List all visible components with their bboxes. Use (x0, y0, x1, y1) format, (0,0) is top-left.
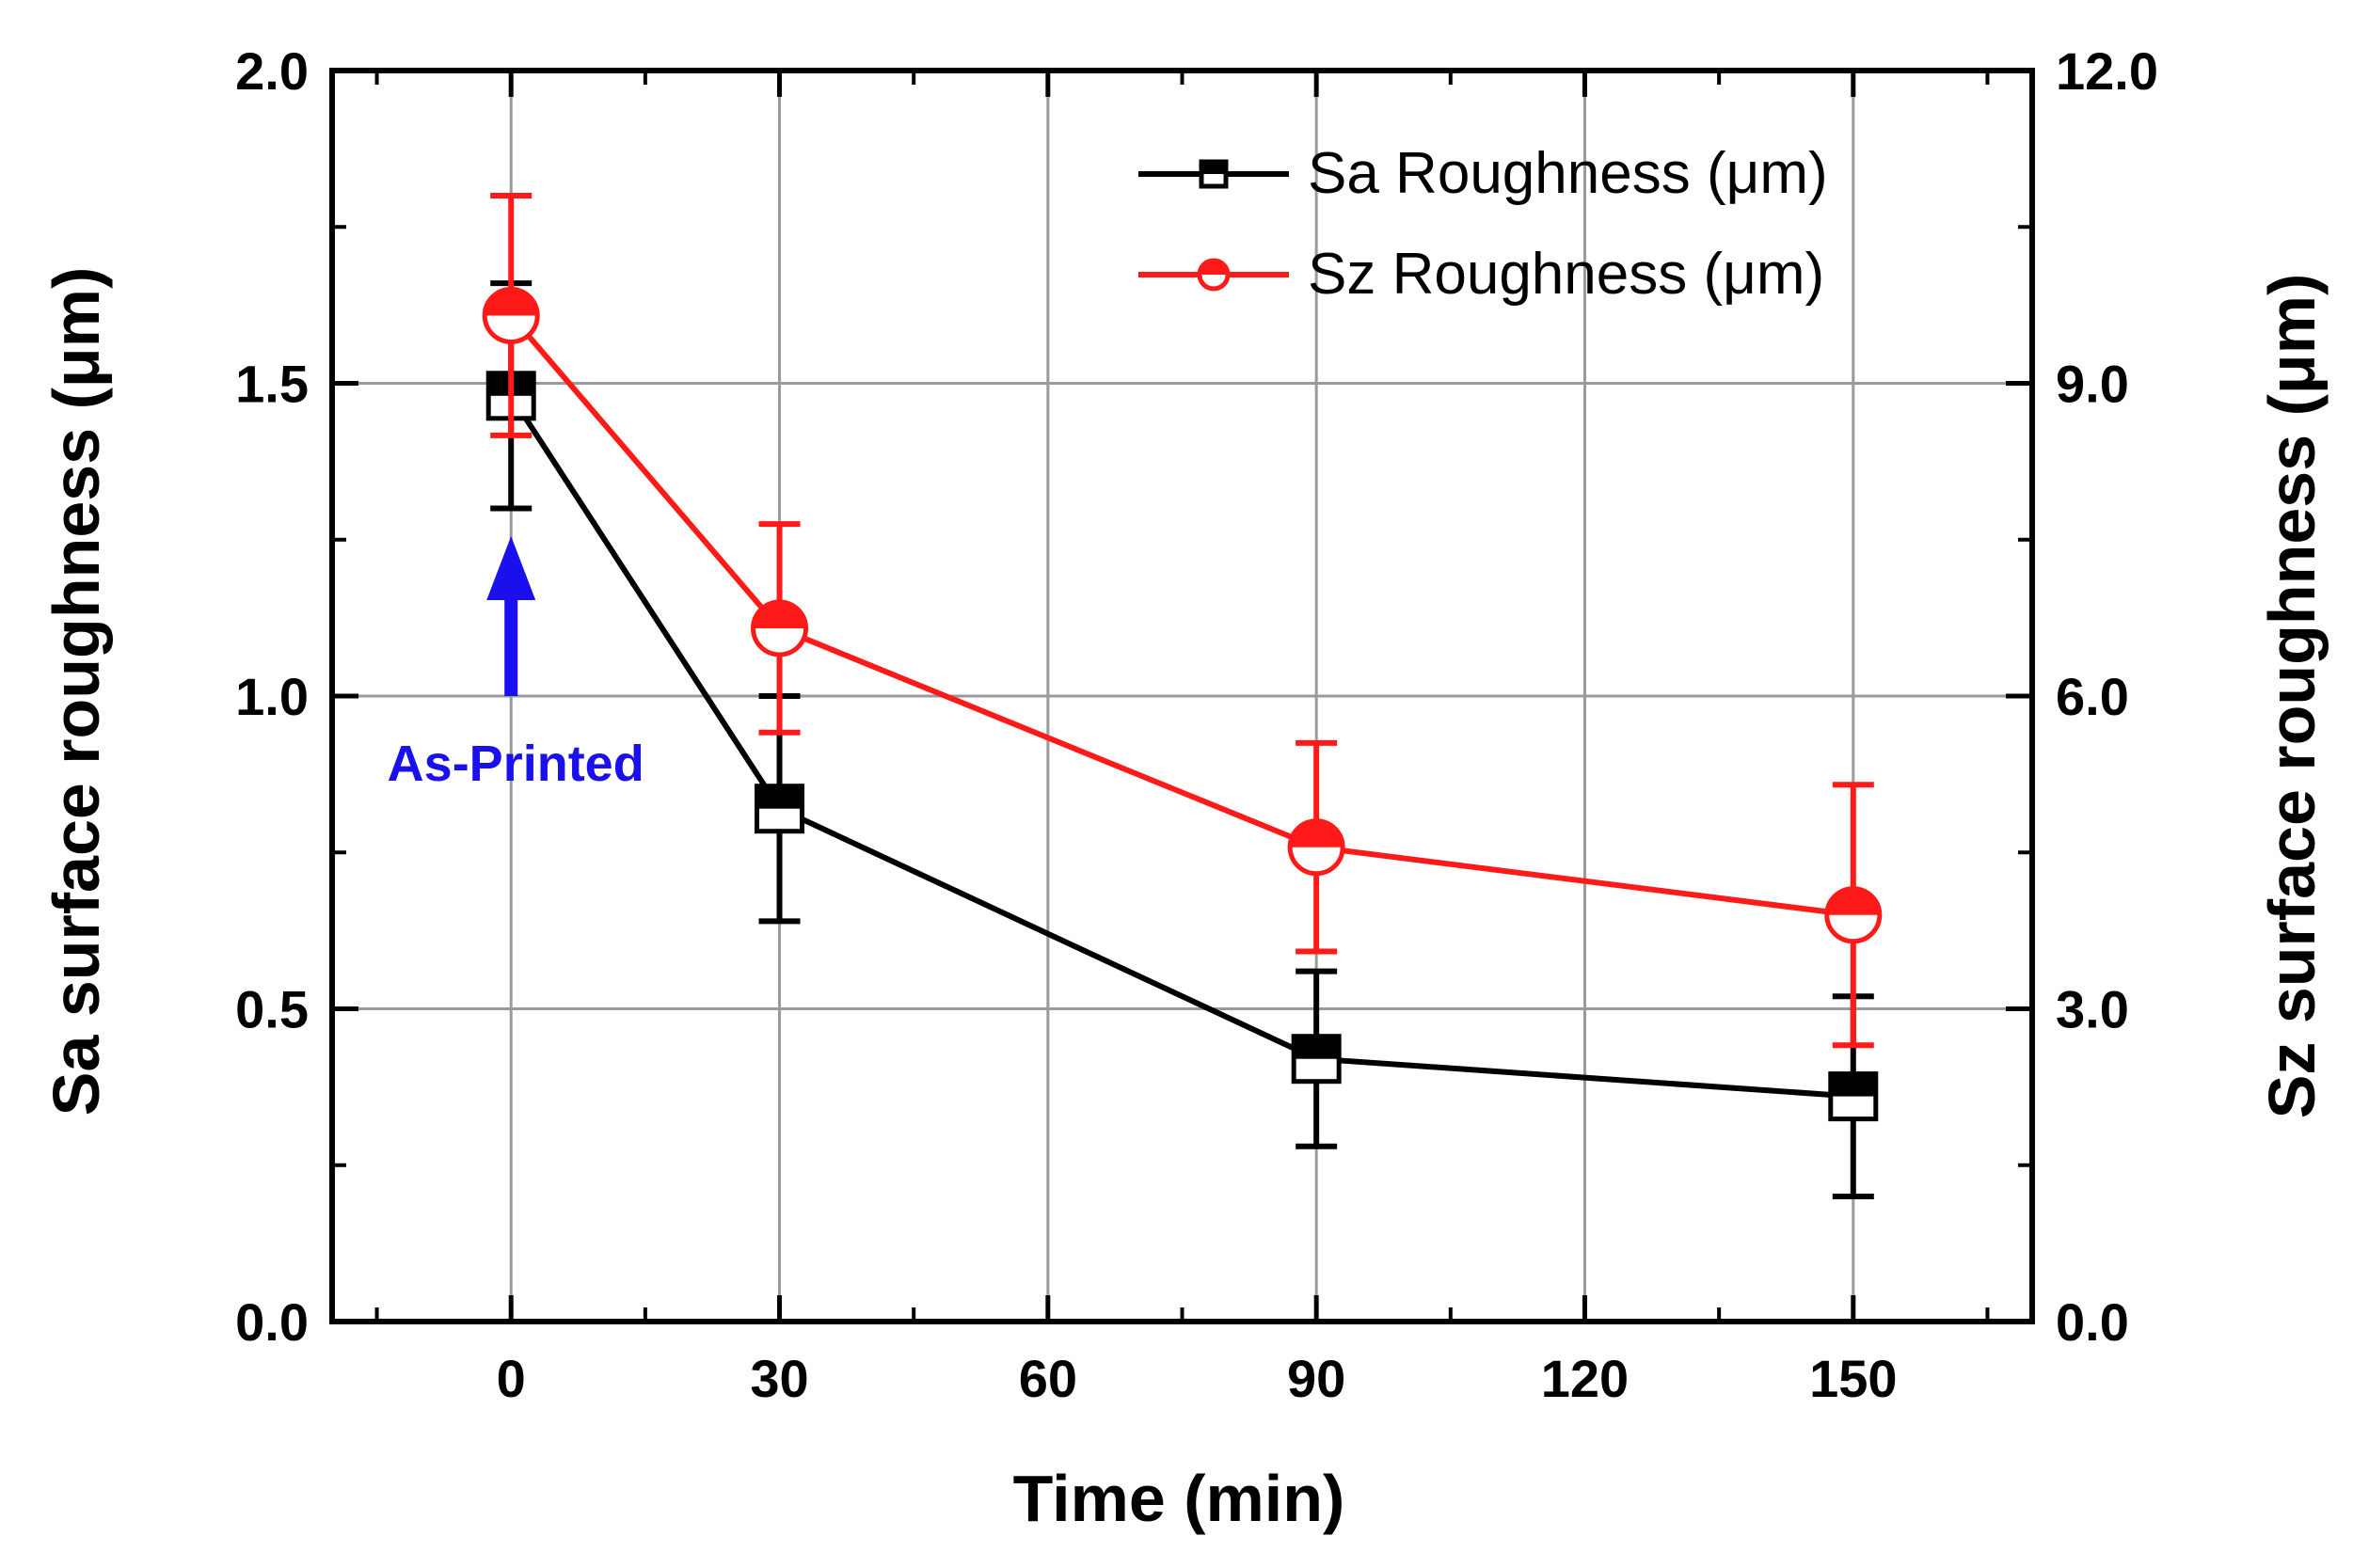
legend-sa-marker (1138, 159, 1289, 189)
data-point-0-2 (1291, 1034, 1342, 1085)
y-tick-label-left-4: 2.0 (235, 41, 309, 101)
legend-sa-square-fill (1201, 162, 1226, 174)
x-tick-label-1: 30 (750, 1349, 808, 1408)
marker-square-fill (756, 785, 803, 809)
series-1 (482, 193, 1883, 1049)
series-line-1 (508, 313, 1854, 918)
data-point-0-3 (1828, 1071, 1879, 1122)
legend-sa-label: Sa Roughness (μm) (1308, 141, 1828, 206)
data-point-0-1 (755, 784, 805, 834)
y-tick-label-right-0: 0.0 (2056, 1292, 2129, 1352)
legend-sz-label: Sz Roughness (μm) (1308, 242, 1824, 307)
y-tick-label-right-1: 3.0 (2056, 980, 2129, 1039)
marker-square-fill (1830, 1073, 1876, 1097)
y-tick-label-left-0: 0.0 (235, 1292, 309, 1352)
legend-sz-circle-fill (1200, 261, 1228, 275)
marker-square-fill (1294, 1036, 1340, 1059)
y-axis-title-right: Sz surface roughness (μm) (2255, 274, 2329, 1119)
data-point-1-2 (1287, 818, 1345, 877)
annotation-layer: As-Printed (388, 536, 644, 792)
series-layer (482, 193, 1883, 1199)
x-tick-label-2: 60 (1019, 1349, 1077, 1408)
x-tick-label-4: 120 (1541, 1349, 1629, 1408)
y-tick-label-left-3: 1.5 (235, 355, 309, 414)
x-tick-label-0: 0 (497, 1349, 526, 1408)
x-tick-label-5: 150 (1809, 1349, 1897, 1408)
marker-circle-fill (485, 289, 538, 316)
y-tick-label-left-2: 1.0 (235, 667, 309, 726)
annotation-label-0: As-Printed (388, 736, 644, 792)
legend: Sa Roughness (μm) Sz Roughness (μm) (1138, 141, 1828, 307)
y-tick-label-right-4: 12.0 (2056, 41, 2158, 101)
data-point-1-3 (1824, 886, 1883, 944)
y-tick-label-left-1: 0.5 (235, 980, 309, 1039)
y-tick-label-right-2: 6.0 (2056, 667, 2129, 726)
marker-circle-fill (1290, 820, 1343, 847)
as-printed-arrow-head (486, 536, 536, 600)
series-line-0 (508, 394, 1853, 1100)
y-tick-label-right-3: 9.0 (2056, 355, 2129, 414)
tick-layer: 0 30 60 90 120 150 0.0 0.0 0.5 3.0 1.0 6.0 1.5 9.0 2.0… (235, 41, 2158, 1408)
x-axis-title: Time (min) (1013, 1462, 1345, 1535)
marker-circle-fill (753, 601, 806, 628)
marker-circle-fill (1826, 888, 1880, 915)
y-axis-title-left: Sa surface roughness (μm) (40, 267, 113, 1117)
series-0 (485, 280, 1879, 1199)
legend-sz-marker (1138, 258, 1289, 292)
data-point-1-1 (751, 599, 809, 657)
x-tick-label-3: 90 (1287, 1349, 1345, 1408)
data-point-1-0 (482, 286, 540, 344)
